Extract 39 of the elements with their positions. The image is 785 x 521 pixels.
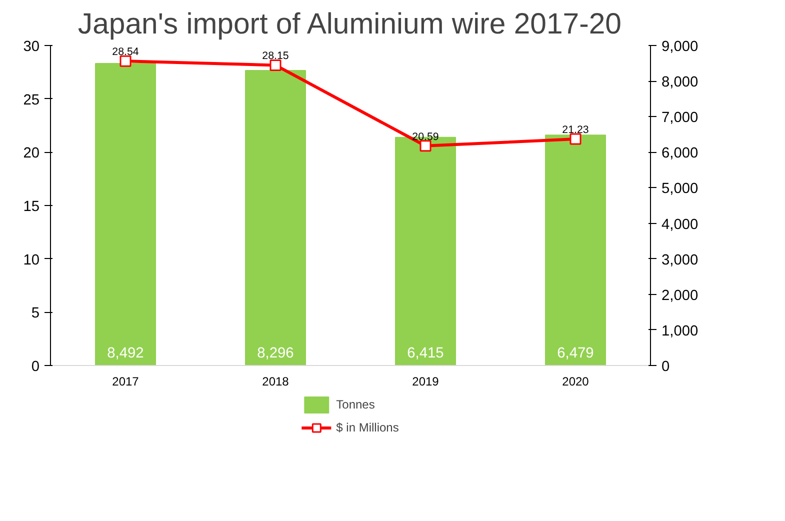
y-tick-label: 5 — [31, 306, 40, 322]
y2-tick-label: 8,000 — [662, 74, 698, 91]
legend-label: $ in Millions — [336, 420, 399, 434]
data-label: 6,479 — [557, 346, 594, 362]
x-tick-label: 2017 — [112, 374, 140, 388]
x-tick-label: 2019 — [412, 374, 440, 388]
x-tick-label: 2018 — [262, 374, 290, 388]
y-tick-label: 20 — [23, 146, 40, 162]
point — [420, 140, 432, 152]
x-tick-label: 2020 — [562, 374, 590, 388]
y2-tick-label: 7,000 — [662, 110, 698, 126]
bar — [545, 134, 606, 366]
point — [120, 55, 132, 67]
data-label: 8,296 — [257, 346, 294, 362]
data-label: 6,415 — [407, 346, 444, 362]
data-label: 28.54 — [112, 46, 139, 58]
chart-title: Japan's import of Aluminium wire 2017-20 — [78, 8, 622, 40]
bar — [245, 70, 306, 366]
data-label: 8,492 — [107, 346, 144, 362]
y2-tick-label: 1,000 — [662, 323, 698, 340]
y2-tick-label: 4,000 — [662, 216, 698, 233]
y2-tick-label: 0 — [662, 359, 670, 375]
y2-tick-label: 2,000 — [662, 288, 698, 304]
data-label: 28.15 — [262, 50, 289, 62]
data-label: 20.59 — [412, 130, 439, 143]
y2-tick-label: 3,000 — [662, 252, 698, 268]
legend-label: Tonnes — [336, 397, 375, 411]
point — [570, 133, 582, 145]
y-tick-label: 15 — [23, 199, 40, 215]
y2-tick-label: 6,000 — [662, 146, 698, 162]
y-tick-label: 25 — [23, 92, 40, 108]
y2-tick-label: 9,000 — [662, 39, 698, 55]
bar — [95, 63, 156, 366]
y-tick-label: 30 — [23, 39, 40, 55]
point — [270, 59, 282, 71]
data-label: 21.23 — [562, 124, 589, 136]
y-tick-label: 0 — [31, 359, 40, 375]
y2-tick-label: 5,000 — [662, 181, 698, 198]
y-tick-label: 10 — [23, 252, 40, 268]
